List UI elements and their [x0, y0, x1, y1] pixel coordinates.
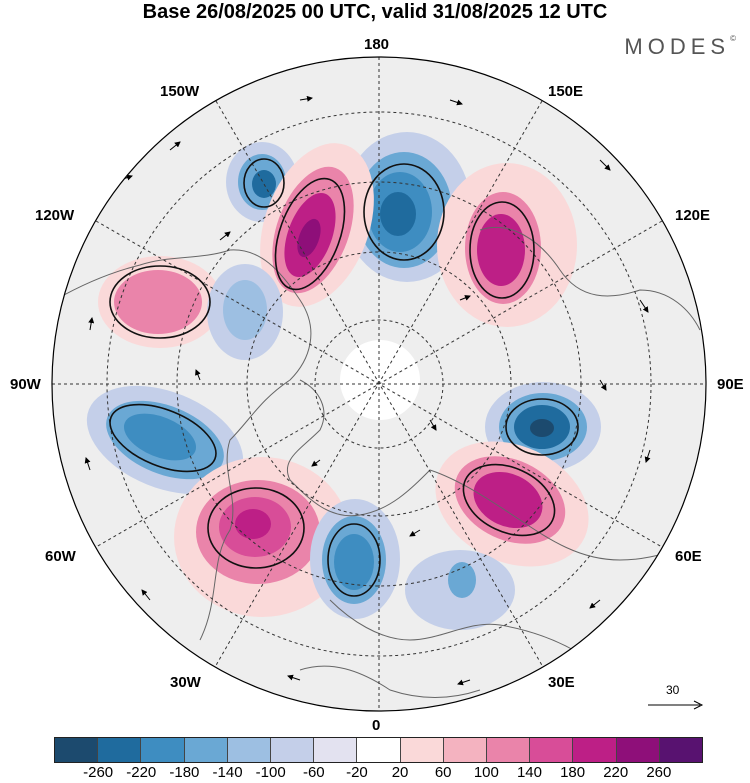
colorbar-tick-label: 60 — [434, 764, 452, 781]
colorbar-segment — [314, 738, 358, 762]
colorbar-segment — [530, 738, 574, 762]
colorbar-tick-label: 180 — [560, 764, 586, 781]
colorbar-tick-label: -140 — [212, 764, 243, 781]
wind-reference-label: 30 — [666, 683, 680, 697]
anomaly-canada-high — [98, 256, 222, 348]
brand-logo: MODES© — [624, 34, 736, 60]
colorbar-segment — [659, 738, 703, 762]
colorbar-segment — [443, 738, 488, 762]
colorbar-tick-label: -60 — [302, 764, 325, 781]
anomaly-east-siberia-high — [437, 163, 577, 327]
lon-label-150e: 150E — [548, 83, 584, 100]
wind-reference-arrow — [648, 700, 704, 710]
colorbar — [55, 738, 703, 762]
lon-label-30e: 30E — [548, 674, 575, 691]
lon-label-90w: 90W — [10, 376, 41, 393]
lon-label-0: 0 — [372, 717, 381, 734]
lon-label-60e: 60E — [675, 548, 702, 565]
height-contours — [109, 158, 579, 597]
meridians — [52, 57, 706, 711]
colorbar-segment — [573, 738, 617, 762]
chart-title: Base 26/08/2025 00 UTC, valid 31/08/2025… — [142, 1, 608, 23]
lon-label-90e: 90E — [717, 376, 744, 393]
anomaly-central-pacific-low — [343, 132, 471, 282]
colorbar-tick-label: 260 — [646, 764, 672, 781]
colorbar-segment — [227, 738, 272, 762]
lon-label-150w: 150W — [160, 83, 200, 100]
colorbar-segment — [616, 738, 660, 762]
coastlines — [54, 226, 701, 698]
lon-label-60w: 60W — [45, 548, 76, 565]
lon-label-120w: 120W — [35, 207, 75, 224]
colorbar-segment — [271, 738, 315, 762]
wind-reference: 30 — [646, 683, 706, 711]
map-border — [51, 56, 707, 712]
anomaly-iceland-low — [310, 499, 400, 619]
brand-mark: © — [730, 34, 736, 43]
polar-map — [51, 56, 707, 712]
colorbar-tick-label: -260 — [83, 764, 114, 781]
anomaly-beaufort-low — [207, 264, 283, 360]
colorbar-segment — [487, 738, 531, 762]
colorbar-segment — [141, 738, 185, 762]
colorbar-tick-label: -180 — [169, 764, 200, 781]
colorbar-tick-label: 20 — [391, 764, 409, 781]
anomaly-gulf-of-alaska-high — [260, 143, 374, 307]
colorbar-tick-label: 100 — [473, 764, 499, 781]
colorbar-tick-label: -220 — [126, 764, 157, 781]
anomaly-hudson-bay-low — [86, 385, 244, 495]
colorbar-segment — [98, 738, 142, 762]
colorbar-segment — [184, 738, 228, 762]
lon-label-180: 180 — [364, 36, 390, 53]
colorbar-tick-label: 140 — [516, 764, 542, 781]
lon-label-30w: 30W — [170, 674, 201, 691]
polar-cap — [340, 340, 420, 420]
colorbar-tick-label: 220 — [603, 764, 629, 781]
colorbar-tick-label: -20 — [346, 764, 368, 781]
wind-vectors — [84, 95, 651, 686]
colorbar-tick-label: -100 — [255, 764, 286, 781]
colorbar-segment — [55, 738, 99, 762]
lon-label-120e: 120E — [675, 207, 711, 224]
colorbar-segment — [357, 738, 401, 762]
brand-text: MODES — [624, 34, 731, 59]
colorbar-segment — [400, 738, 444, 762]
colorbar-ticks: -260 -220 -180 -140 -100 -60 -20 20 60 100 140 180 2… — [55, 764, 702, 782]
